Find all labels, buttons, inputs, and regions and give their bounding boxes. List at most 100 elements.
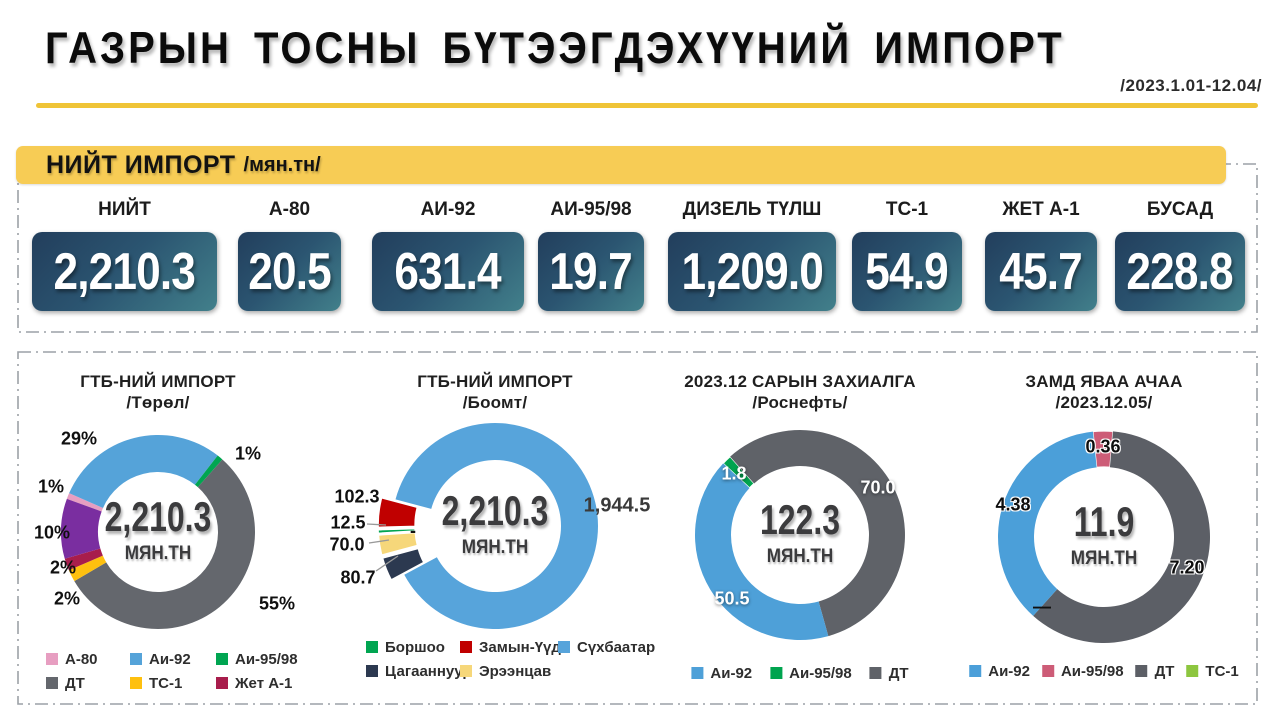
donut-slice-Аи-95/98 <box>722 455 755 489</box>
stat-card-value: 2,210.3 <box>53 242 196 301</box>
legend-item-Эрээнцав: Эрээнцав <box>460 661 558 681</box>
center-unit: МЯН.ТН <box>461 537 529 558</box>
donut-chart-4 <box>998 430 1211 643</box>
legend-swatch <box>46 653 58 665</box>
legend-label: ТС-1 <box>149 674 183 692</box>
stat-card-label: АИ-92 <box>420 199 476 220</box>
donut-slice-Замын-Үүд <box>377 496 419 529</box>
legend-item-Аи-92: Аи-92 <box>691 663 752 683</box>
legend-label: Боршоо <box>385 638 445 656</box>
slice-label-Аи-95/98: 0.36 <box>1085 436 1121 457</box>
chart-legend: Аи-92 Аи-95/98 ДТ ТС-1 <box>969 661 1239 681</box>
stat-card: 20.5 <box>238 232 341 311</box>
stat-card-value: 20.5 <box>248 242 331 301</box>
chart-legend: Аи-92 Аи-95/98 ДТ <box>691 663 909 683</box>
chart-subtitle: /Роснефть/ <box>752 393 848 412</box>
slice-label-Боршоо: 12.5 <box>330 512 366 533</box>
legend-label: Аи-92 <box>149 650 191 668</box>
legend-item-ДТ: ДТ <box>46 673 130 693</box>
legend-item-Аи-95/98: Аи-95/98 <box>770 663 852 683</box>
stat-card-label: ДИЗЕЛЬ ТҮЛШ <box>682 199 822 220</box>
center-unit: МЯН.ТН <box>124 543 192 564</box>
legend-swatch <box>460 665 472 677</box>
zero-value-label: — <box>1033 596 1051 617</box>
leader-line <box>375 555 399 572</box>
stat-card-label: АИ-95/98 <box>550 199 632 220</box>
donut-slice-Жет А-1 <box>64 548 103 571</box>
legend-label: Аи-92 <box>710 664 753 682</box>
legend-item-Аи-95/98: Аи-95/98 <box>1041 661 1124 681</box>
slice-label-А-80: 1% <box>37 476 65 497</box>
stat-card: 631.4 <box>372 232 524 311</box>
legend-swatch <box>130 653 142 665</box>
legend-swatch <box>558 641 570 653</box>
chart-subtitle: /2023.12.05/ <box>1055 393 1153 412</box>
legend-swatch <box>691 667 704 679</box>
donut-slice-Эрээнцав <box>377 531 419 557</box>
donut-chart-1 <box>61 434 255 629</box>
slice-label-Эрээнцав: 70.0 <box>329 534 365 555</box>
legend-swatch <box>869 667 882 679</box>
title-underline <box>36 103 1258 108</box>
stat-card: 1,209.0 <box>668 232 836 311</box>
legend-swatch <box>366 665 378 677</box>
center-value: 2,210.3 <box>104 494 212 541</box>
slice-label-ДТ: 7.20 <box>1169 557 1205 578</box>
chart-subtitle: /Боомт/ <box>462 393 528 412</box>
stat-card-value: 1,209.0 <box>681 242 823 301</box>
legend-swatch <box>1186 665 1199 677</box>
totals-heading-unit: /мян.тн/ <box>243 153 321 176</box>
center-value: 122.3 <box>759 497 841 544</box>
slice-label-ДТ: 55% <box>258 593 296 614</box>
totals-heading: НИЙТ ИМПОРТ <box>46 150 236 179</box>
chart-title: ГТБ-НИЙ ИМПОРТ/Төрөл/ <box>0 371 318 413</box>
legend-item-ДТ: ДТ <box>869 663 909 683</box>
chart-legend: А-80 Аи-92 Аи-95/98 ДТ ТС-1 Жет А-1 <box>46 649 298 693</box>
slice-label-Аи-95/98: 1.8 <box>721 463 747 484</box>
stat-card-label: ТС-1 <box>885 199 929 220</box>
date-range: /2023.1.01-12.04/ <box>1120 76 1262 95</box>
legend-swatch <box>216 677 228 689</box>
legend-label: Эрээнцав <box>479 662 552 680</box>
slice-label-Цагааннуур: 80.7 <box>340 567 376 588</box>
center-unit: МЯН.ТН <box>1070 548 1138 569</box>
legend-item-А-80: А-80 <box>46 649 130 669</box>
stat-card-value: 54.9 <box>865 242 949 301</box>
legend-label: ДТ <box>888 664 909 682</box>
legend-label: Аи-92 <box>988 662 1030 680</box>
legend-label: Цагааннуур <box>385 662 472 680</box>
stat-card: 45.7 <box>985 232 1097 311</box>
donut-chart-2 <box>366 422 599 629</box>
donut-slice-ДТ <box>730 430 905 637</box>
legend-swatch <box>216 653 228 665</box>
legend-swatch <box>366 641 378 653</box>
chart-title-line: ГТБ-НИЙ ИМПОРТ <box>80 372 236 391</box>
donut-slice-Аи-92 <box>998 431 1097 616</box>
donut-slice-А-80 <box>66 493 104 512</box>
donut-slice-Аи-92 <box>69 434 218 508</box>
slice-label-Замын-Үүд: 102.3 <box>334 486 380 507</box>
slice-label-Аи-92: 4.38 <box>995 494 1031 515</box>
stat-card: 19.7 <box>538 232 644 311</box>
slice-label-Аи-95/98: 1% <box>234 443 262 464</box>
legend-label: ДТ <box>1154 662 1175 680</box>
legend-item-Аи-92: Аи-92 <box>130 649 216 669</box>
slice-label-Сүхбаатар: 1,944.5 <box>583 494 651 517</box>
stat-card-value: 45.7 <box>999 242 1083 301</box>
chart-title-line: ЗАМД ЯВАА АЧАА <box>1025 372 1183 391</box>
donut-slice-Аи-95/98 <box>194 455 223 488</box>
legend-item-ТС-1: ТС-1 <box>130 673 216 693</box>
stat-card-label: А-80 <box>268 199 311 220</box>
donut-slice-ТС-1 <box>68 555 107 582</box>
legend-swatch <box>460 641 472 653</box>
legend-label: Замын-Үүд <box>479 638 561 656</box>
legend-item-ДТ: ДТ <box>1135 661 1175 681</box>
legend-label: Аи-95/98 <box>789 664 852 682</box>
donut-slice-Боршоо <box>377 527 416 535</box>
legend-label: ДТ <box>65 674 85 692</box>
legend-swatch <box>969 665 982 677</box>
slice-label-Аи-92: 29% <box>60 428 98 449</box>
donut-slice-ДТ <box>1033 431 1211 643</box>
leader-line <box>366 523 387 526</box>
